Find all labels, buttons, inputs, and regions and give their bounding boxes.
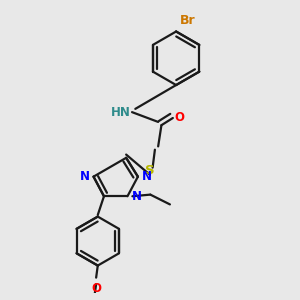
Text: S: S xyxy=(145,164,155,177)
Text: N: N xyxy=(131,190,141,203)
Text: N: N xyxy=(80,170,90,183)
Text: O: O xyxy=(175,110,184,124)
Text: Br: Br xyxy=(179,14,195,27)
Text: N: N xyxy=(142,170,152,183)
Text: HN: HN xyxy=(110,106,130,118)
Text: O: O xyxy=(91,282,101,295)
